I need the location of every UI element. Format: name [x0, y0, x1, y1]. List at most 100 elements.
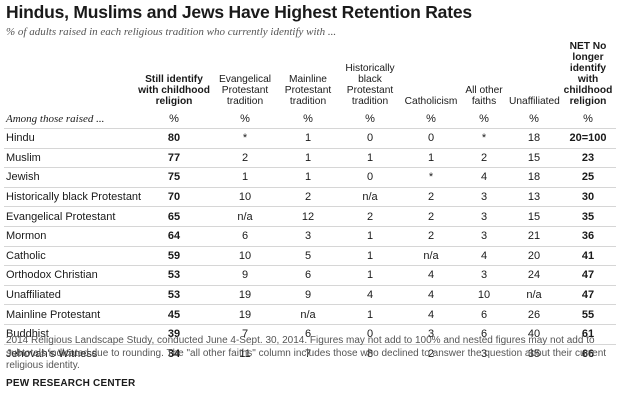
- subheader-pct: %: [426, 113, 436, 125]
- cell-still: 65: [136, 206, 212, 227]
- cell-catholicism: 3: [402, 323, 460, 345]
- col-header-mainline: Mainline Protestant tradition: [284, 74, 332, 107]
- cell-unaffiliated: 24: [508, 265, 560, 286]
- row-label: Mormon: [4, 225, 136, 247]
- cell-unaffiliated: 13: [508, 186, 560, 207]
- cell-evangelical: 10: [212, 186, 278, 207]
- cell-unaffiliated: 21: [508, 225, 560, 247]
- table-row: Historically black Protestant 70 10 2 n/a 2 3 1…: [4, 186, 616, 207]
- cell-unaffiliated: 35: [508, 343, 560, 364]
- cell-still: 53: [136, 284, 212, 305]
- cell-evangelical: n/a: [212, 206, 278, 227]
- cell-net: 66: [560, 343, 616, 364]
- cell-net: 36: [560, 225, 616, 247]
- cell-other: 10: [460, 284, 508, 305]
- cell-unaffiliated: n/a: [508, 284, 560, 305]
- table-row: Buddhist 39 7 6 0 3 6 40 61: [4, 323, 616, 345]
- cell-mainline: 7: [278, 343, 338, 364]
- cell-net: 23: [560, 147, 616, 168]
- cell-catholicism: 1: [402, 147, 460, 168]
- cell-net: 47: [560, 284, 616, 305]
- row-label: Historically black Protestant: [4, 186, 141, 207]
- cell-unaffiliated: 18: [508, 128, 560, 149]
- cell-catholicism: 4: [402, 265, 460, 286]
- chart-title: Hindus, Muslims and Jews Have Highest Re…: [6, 2, 472, 22]
- row-label: Orthodox Christian: [4, 265, 136, 286]
- cell-net: 41: [560, 245, 616, 266]
- cell-catholicism: 2: [402, 206, 460, 227]
- row-label: Jehovah's Witness: [4, 343, 136, 364]
- row-label: Muslim: [4, 147, 136, 168]
- cell-evangelical: 19: [212, 284, 278, 305]
- cell-net: 47: [560, 265, 616, 286]
- cell-unaffiliated: 26: [508, 304, 560, 325]
- table-row: Mainline Protestant 45 19 n/a 1 4 6 26 55: [4, 304, 616, 325]
- cell-mainline: 1: [278, 167, 338, 188]
- table-row: Muslim 77 2 1 1 1 2 15 23: [4, 147, 616, 168]
- cell-black_prot: n/a: [338, 186, 402, 207]
- cell-mainline: 2: [278, 186, 338, 207]
- row-label: Evangelical Protestant: [4, 206, 136, 227]
- cell-unaffiliated: 15: [508, 147, 560, 168]
- cell-mainline: 9: [278, 284, 338, 305]
- cell-net: 61: [560, 323, 616, 345]
- cell-catholicism: 2: [402, 225, 460, 247]
- table-row: Evangelical Protestant 65 n/a 12 2 2 3 15 35: [4, 206, 616, 227]
- subheader-pct: %: [240, 113, 250, 125]
- table-row: Catholic 59 10 5 1 n/a 4 20 41: [4, 245, 616, 266]
- cell-other: 4: [460, 245, 508, 266]
- subheader-row: Among those raised ... % % % % % % % %: [4, 110, 616, 129]
- row-label: Hindu: [4, 128, 136, 149]
- cell-black_prot: 2: [338, 206, 402, 227]
- cell-still: 75: [136, 167, 212, 188]
- row-label: Catholic: [4, 245, 136, 266]
- cell-still: 39: [136, 323, 212, 345]
- cell-still: 45: [136, 304, 212, 325]
- table-row: Jehovah's Witness 34 11 7 8 2 3 35 66: [4, 343, 616, 364]
- table-row: Jewish 75 1 1 0 * 4 18 25: [4, 167, 616, 188]
- cell-black_prot: 0: [338, 323, 402, 345]
- cell-still: 80: [136, 128, 212, 149]
- row-label: Unaffiliated: [4, 284, 136, 305]
- cell-other: 4: [460, 167, 508, 188]
- cell-other: 3: [460, 225, 508, 247]
- cell-catholicism: 2: [402, 343, 460, 364]
- footnote: 2014 Religious Landscape Study, conducte…: [6, 335, 607, 371]
- col-header-unaffiliated: Unaffiliated: [509, 96, 560, 107]
- cell-other: 3: [460, 186, 508, 207]
- cell-other: 3: [460, 265, 508, 286]
- cell-mainline: 6: [278, 265, 338, 286]
- chart-subtitle: % of adults raised in each religious tra…: [6, 26, 337, 38]
- cell-black_prot: 1: [338, 147, 402, 168]
- subheader-pct: %: [529, 113, 539, 125]
- cell-evangelical: 7: [212, 323, 278, 345]
- cell-net: 20=100: [560, 128, 616, 149]
- cell-evangelical: 19: [212, 304, 278, 325]
- cell-black_prot: 4: [338, 284, 402, 305]
- retention-table: Still identify with childhood religion E…: [4, 41, 616, 364]
- cell-still: 53: [136, 265, 212, 286]
- cell-unaffiliated: 15: [508, 206, 560, 227]
- cell-net: 35: [560, 206, 616, 227]
- cell-still: 77: [136, 147, 212, 168]
- cell-evangelical: 9: [212, 265, 278, 286]
- table-row: Orthodox Christian 53 9 6 1 4 3 24 47: [4, 265, 616, 286]
- cell-other: *: [460, 128, 508, 149]
- cell-net: 25: [560, 167, 616, 188]
- cell-catholicism: 2: [402, 186, 460, 207]
- table-row: Mormon 64 6 3 1 2 3 21 36: [4, 225, 616, 247]
- cell-mainline: 3: [278, 225, 338, 247]
- cell-other: 3: [460, 343, 508, 364]
- cell-black_prot: 1: [338, 225, 402, 247]
- header-blank: [4, 41, 136, 110]
- cell-unaffiliated: 20: [508, 245, 560, 266]
- cell-catholicism: n/a: [402, 245, 460, 266]
- col-header-evangelical: Evangelical Protestant tradition: [218, 74, 272, 107]
- cell-black_prot: 8: [338, 343, 402, 364]
- cell-black_prot: 1: [338, 304, 402, 325]
- cell-catholicism: 4: [402, 304, 460, 325]
- cell-mainline: n/a: [278, 304, 338, 325]
- subheader-pct: %: [169, 113, 179, 125]
- cell-other: 6: [460, 323, 508, 345]
- cell-still: 64: [136, 225, 212, 247]
